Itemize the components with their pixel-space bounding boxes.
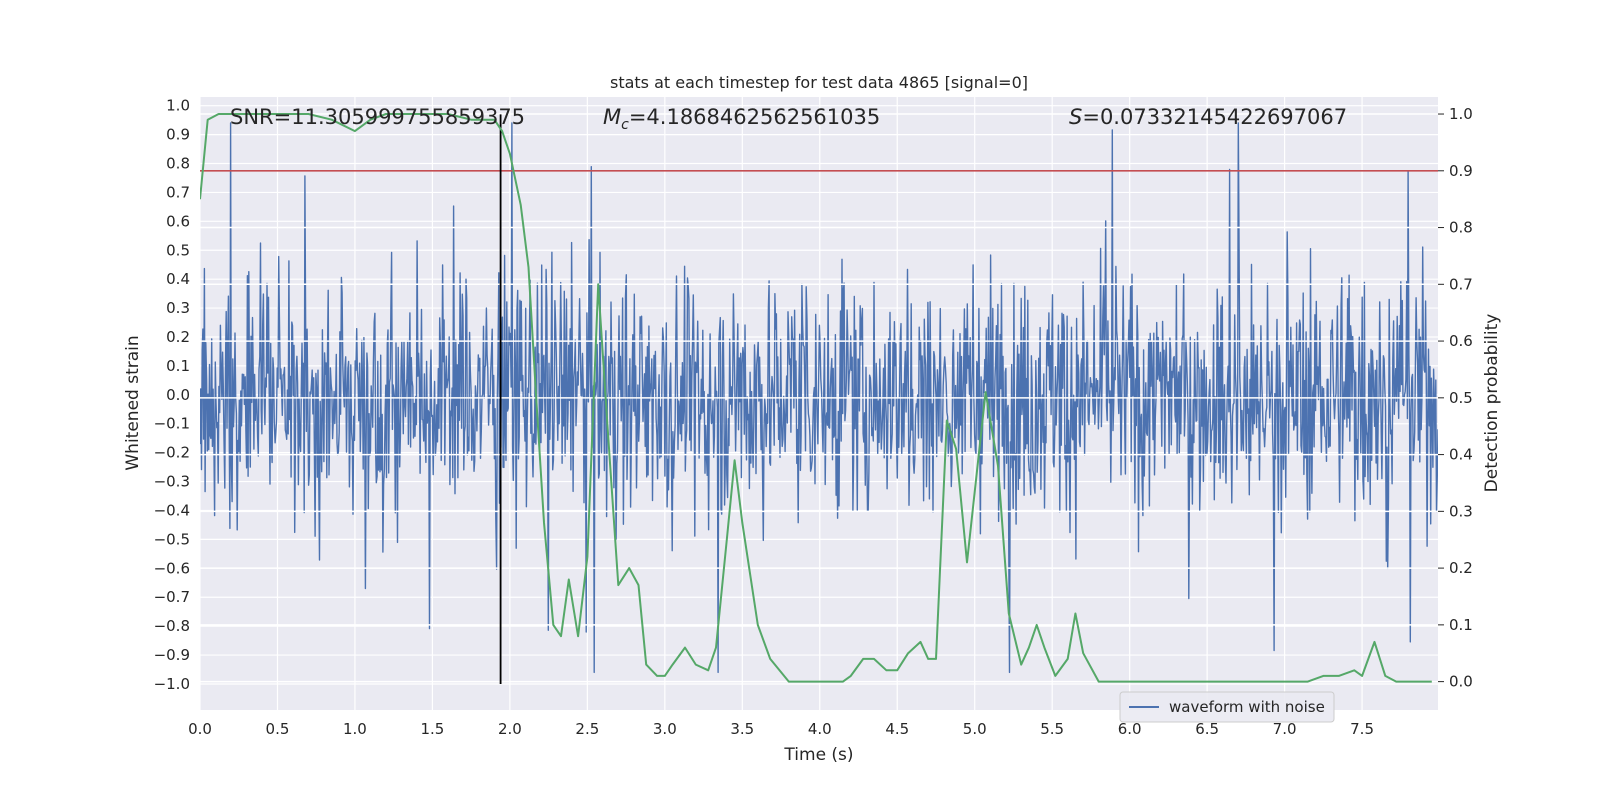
x-tick-label: 7.0 [1273,720,1297,738]
y-left-tick-label: 0.4 [166,270,190,288]
s-symbol: S [1069,105,1082,129]
s-annotation: S=0.07332145422697067 [1069,105,1347,129]
x-tick-label: 1.0 [343,720,367,738]
x-tick-label: 5.0 [963,720,987,738]
x-tick-label: 7.5 [1350,720,1374,738]
y-left-tick-label: 0.3 [166,299,190,317]
x-tick-label: 6.0 [1118,720,1142,738]
y-right-tick-label: 0.6 [1449,332,1473,350]
y-left-tick-label: 1.0 [166,97,190,115]
x-axis-label: Time (s) [783,745,853,765]
x-tick-label: 0.5 [266,720,290,738]
y-left-tick-label: −0.7 [154,588,190,606]
chart-title: stats at each timestep for test data 486… [610,73,1028,92]
y-right-tick-label: 0.9 [1449,162,1473,180]
y-left-tick-label: 0.9 [166,126,190,144]
mc-symbol: M [603,105,621,129]
y-left-tick-label: −0.6 [154,559,190,577]
y-left-tick-label: −0.3 [154,473,190,491]
waveform-series [200,122,1438,674]
y-left-tick-label: 0.2 [166,328,190,346]
y-right-tick-label: 0.1 [1449,616,1473,634]
x-tick-label: 2.5 [575,720,599,738]
y-left-tick-label: 0.0 [166,386,190,404]
chirp-mass-annotation: Mc=4.1868462562561035 [603,105,880,133]
mc-subscript: c [621,117,629,133]
legend-label-waveform: waveform with noise [1169,698,1325,716]
snr-annotation: SNR=11.305999755859375 [230,105,525,129]
y-right-tick-label: 0.0 [1449,673,1473,691]
y-left-tick-label: 0.5 [166,241,190,259]
y-axis-label-left: Whitened strain [123,335,143,470]
y-left-tick-label: −1.0 [154,675,190,693]
waveform-line [200,122,1438,674]
legend-box [1119,691,1335,723]
x-tick-label: 1.5 [420,720,444,738]
y-right-tick-label: 0.3 [1449,502,1473,520]
detection-probability-line [200,113,1432,683]
y-left-tick-label: 0.1 [166,357,190,375]
x-tick-label: 6.5 [1195,720,1219,738]
y-right-tick-label: 0.5 [1449,389,1473,407]
y-left-tick-label: 0.7 [166,183,190,201]
y-left-tick-label: −0.4 [154,501,190,519]
y-right-tick-label: 1.0 [1449,105,1473,123]
x-tick-label: 4.0 [808,720,832,738]
y-left-tick-label: −0.1 [154,415,190,433]
y-axis-label-right: Detection probability [1482,314,1502,493]
x-tick-label: 5.5 [1040,720,1064,738]
x-tick-label: 3.5 [730,720,754,738]
y-left-tick-label: −0.8 [154,617,190,635]
x-tick-label: 4.5 [885,720,909,738]
tick-layer: 0.0 0.5 1.0 1.5 2.0 2.5 3.0 3.5 4.0 4.5 5.0 5.5 6.0 6… [154,97,1473,738]
x-tick-label: 2.0 [498,720,522,738]
y-right-tick-label: 0.4 [1449,446,1473,464]
y-left-tick-label: 0.8 [166,155,190,173]
y-left-tick-label: −0.5 [154,530,190,548]
y-left-tick-label: −0.9 [154,646,190,664]
legend: waveform with noise [1119,691,1335,723]
s-value: =0.07332145422697067 [1082,105,1347,129]
y-right-tick-label: 0.2 [1449,559,1473,577]
mc-value: =4.1868462562561035 [629,105,880,129]
x-tick-label: 0.0 [188,720,212,738]
overlay-layer [200,113,1438,684]
y-right-tick-label: 0.7 [1449,275,1473,293]
y-left-tick-label: −0.2 [154,444,190,462]
y-left-tick-label: 0.6 [166,212,190,230]
y-right-tick-label: 0.8 [1449,219,1473,237]
x-tick-label: 3.0 [653,720,677,738]
grid-layer [199,97,1438,710]
